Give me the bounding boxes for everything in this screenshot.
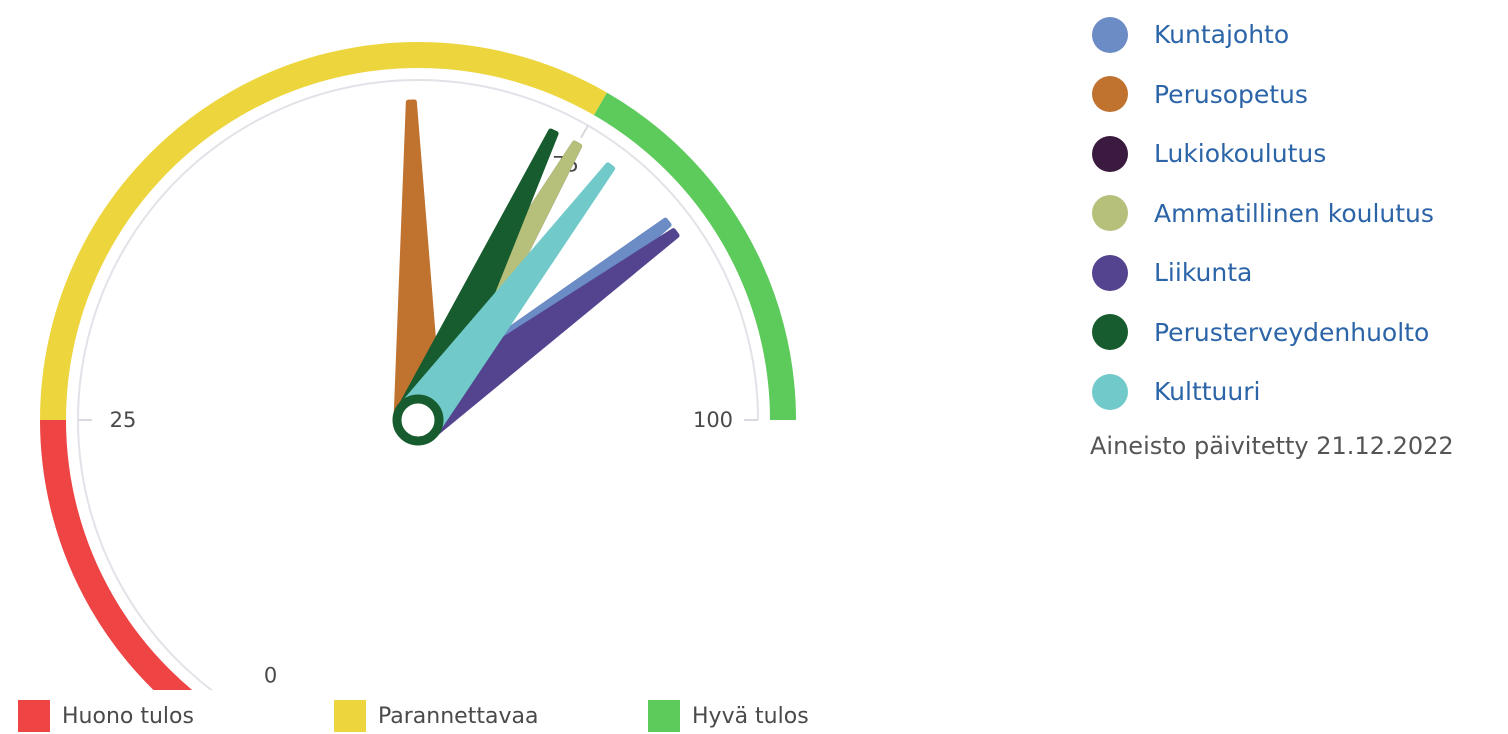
legend-item-liikunta[interactable]: Liikunta [1092, 243, 1434, 303]
gauge-tick-label: 100 [693, 408, 733, 432]
series-legend: Kuntajohto Perusopetus Lukiokoulutus Amm… [1092, 5, 1434, 422]
band-legend-item-parannettavaa: Parannettavaa [334, 700, 538, 732]
band-legend-item-huono-tulos: Huono tulos [18, 700, 194, 732]
legend-item-ammatillinen-koulutus[interactable]: Ammatillinen koulutus [1092, 184, 1434, 244]
legend-item-kuntajohto[interactable]: Kuntajohto [1092, 5, 1434, 65]
legend-dot-icon [1092, 76, 1128, 113]
gauge-tick-label: 0 [264, 663, 277, 687]
gauge-needles [393, 99, 680, 441]
legend-item-perusopetus[interactable]: Perusopetus [1092, 65, 1434, 125]
legend-dot-icon [1092, 373, 1128, 410]
legend-label: Lukiokoulutus [1154, 139, 1327, 169]
band-swatch-icon [18, 700, 50, 732]
band-swatch-icon [648, 700, 680, 732]
legend-label: Kulttuuri [1154, 377, 1261, 407]
legend-label: Liikunta [1154, 258, 1253, 288]
legend-label: Perusterveydenhuolto [1154, 317, 1430, 347]
legend-dot-icon [1092, 16, 1128, 53]
data-updated-text: Aineisto päivitetty 21.12.2022 [1090, 432, 1454, 460]
gauge-band-1 [40, 42, 607, 421]
band-label: Hyvä tulos [692, 703, 809, 729]
gauge-tick-label: 25 [110, 408, 137, 432]
legend-dot-icon [1092, 195, 1128, 232]
legend-label: Perusopetus [1154, 79, 1308, 109]
gauge-band-2 [593, 92, 796, 421]
gauge-tick-mark [580, 125, 589, 139]
legend-label: Ammatillinen koulutus [1154, 198, 1434, 228]
gauge-pivot [392, 394, 444, 446]
band-swatch-icon [334, 700, 366, 732]
legend-dot-icon [1092, 254, 1128, 291]
legend-item-perusterveydenhuolto[interactable]: Perusterveydenhuolto [1092, 303, 1434, 363]
legend-item-lukiokoulutus[interactable]: Lukiokoulutus [1092, 124, 1434, 184]
legend-item-kulttuuri[interactable]: Kulttuuri [1092, 362, 1434, 422]
gauge-chart: 02575100 [40, 42, 796, 690]
legend-dot-icon [1092, 314, 1128, 351]
legend-label: Kuntajohto [1154, 20, 1290, 50]
band-label: Parannettavaa [378, 703, 539, 729]
gauge-frame-arc [77, 79, 759, 690]
gauge-bands [40, 42, 796, 690]
band-legend: Huono tulos Parannettavaa Hyvä tulos [18, 700, 858, 732]
gauge-band-0 [40, 419, 193, 690]
legend-dot-icon [1092, 135, 1128, 172]
band-label: Huono tulos [62, 703, 194, 729]
band-legend-item-hyva-tulos: Hyvä tulos [648, 700, 809, 732]
